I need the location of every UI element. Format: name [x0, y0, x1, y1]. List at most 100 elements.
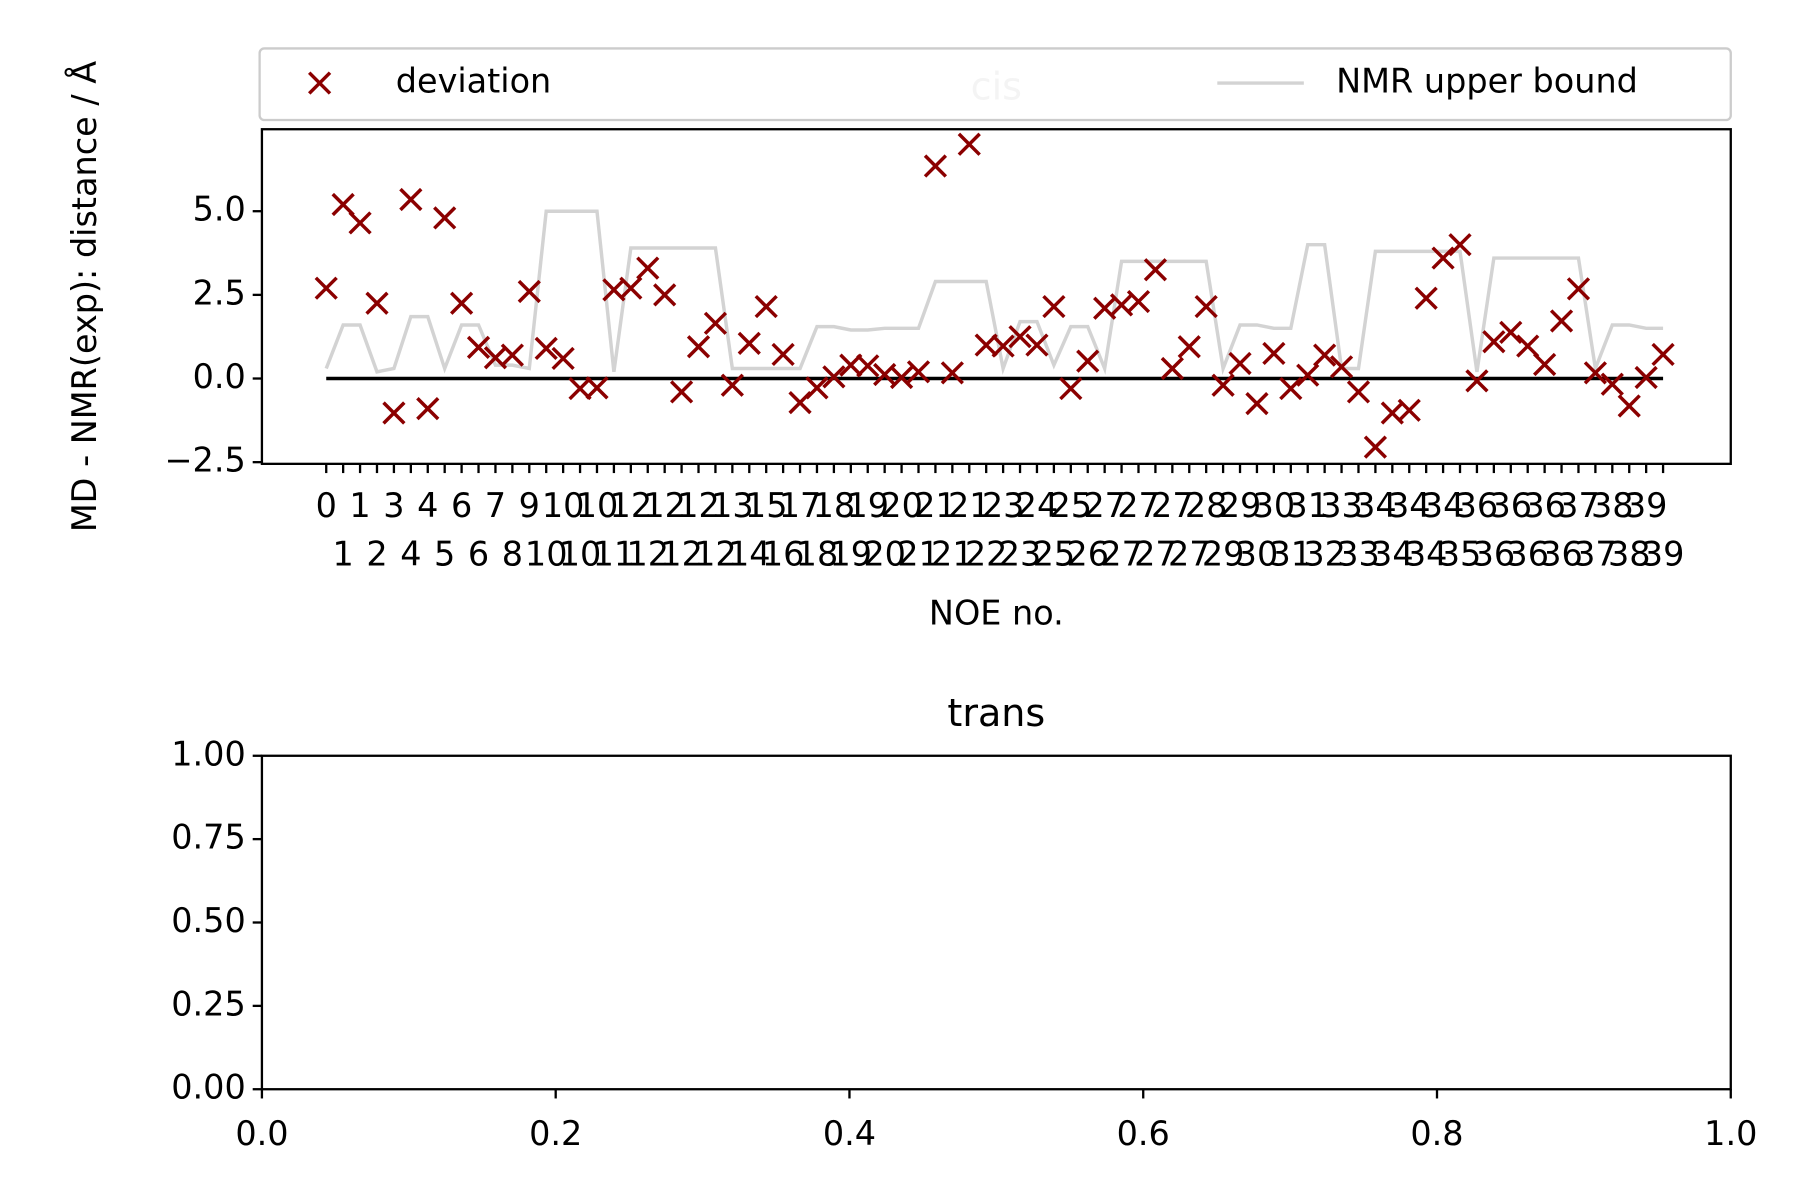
x-tick-label: 0.4 [823, 1114, 876, 1153]
x-tick-label: 18 [813, 486, 856, 525]
bound-line [324, 209, 1664, 376]
x-tick-label: 18 [796, 535, 839, 574]
x-marker [1262, 341, 1286, 366]
x-marker [653, 283, 677, 307]
x-tick-label: 36 [1523, 486, 1566, 525]
x-tick-label: 35 [1439, 535, 1482, 574]
x-marker [1465, 369, 1489, 393]
x-tick-label: 30 [1253, 486, 1296, 525]
x-tick-label: 38 [1591, 486, 1634, 525]
x-marker [636, 256, 660, 280]
y-tick-label: 0.75 [171, 818, 246, 857]
x-tick-label: 31 [1270, 535, 1313, 574]
x-marker [585, 376, 609, 400]
axes-frame [260, 754, 1732, 1091]
x-tick-label: 27 [1168, 535, 1211, 574]
x-tick-label: 1.0 [1704, 1114, 1757, 1153]
x-tick-label: 12 [660, 535, 703, 574]
x-marker [1566, 277, 1591, 301]
x-marker [720, 373, 744, 397]
x-marker [331, 192, 355, 217]
y-tick-label: 1.00 [171, 734, 246, 773]
x-tick-label: 29 [1202, 535, 1245, 574]
x-marker [1228, 351, 1252, 376]
x-marker [1533, 352, 1557, 377]
x-marker [771, 342, 795, 367]
y-tick-label: 0.00 [171, 1068, 246, 1107]
x-marker [822, 365, 846, 389]
x-marker [1600, 372, 1624, 396]
x-tick-label: 21 [931, 535, 974, 574]
x-tick-label: 1 [333, 535, 354, 574]
legend-label: NMR upper bound [1336, 62, 1638, 101]
x-marker [1194, 294, 1218, 319]
x-marker [703, 311, 728, 335]
x-tick-label: 38 [1608, 535, 1651, 574]
x-tick-label: 0.2 [529, 1114, 582, 1153]
x-marker [1448, 233, 1472, 257]
x-marker [805, 376, 829, 400]
x-tick-label: 15 [745, 486, 788, 525]
x-tick-label: 19 [830, 535, 873, 574]
x-marker [1482, 330, 1506, 354]
x-marker [365, 291, 389, 315]
x-marker [1211, 373, 1235, 397]
x-tick-label: 37 [1574, 535, 1617, 574]
x-tick-label: 21 [897, 535, 940, 574]
x-tick-label: 34 [1371, 535, 1414, 574]
x-marker [1617, 394, 1641, 418]
x-tick-label: 13 [711, 486, 754, 525]
x-tick-label: 33 [1337, 535, 1380, 574]
x-marker [348, 211, 372, 235]
x-tick-label: 21 [948, 486, 991, 525]
x-tick-label: 0.0 [235, 1114, 288, 1153]
x-tick-label: 0 [316, 486, 337, 525]
x-tick-label: 2 [366, 535, 387, 574]
x-tick-label: 36 [1540, 535, 1583, 574]
x-marker [1397, 398, 1421, 422]
y-tick-label: 0.0 [193, 357, 246, 396]
x-tick-label: 36 [1506, 535, 1549, 574]
x-tick-label: 26 [1066, 535, 1109, 574]
x-tick-label: 19 [846, 486, 889, 525]
x-marker [500, 343, 524, 367]
x-marker [754, 294, 778, 319]
x-tick-label: 23 [999, 535, 1042, 574]
x-marker [449, 291, 474, 315]
x-marker [399, 187, 423, 212]
x-tick-label: 12 [610, 486, 653, 525]
x-marker [1008, 325, 1032, 349]
x-tick-label: 20 [880, 486, 923, 525]
x-marker [1059, 376, 1083, 401]
x-marker [1516, 334, 1540, 358]
x-marker [1025, 333, 1049, 357]
y-tick-label: 5.0 [193, 190, 246, 229]
x-tick-label: 34 [1405, 535, 1448, 574]
x-tick-label: 12 [677, 486, 720, 525]
x-tick-label: 1 [349, 486, 370, 525]
x-tick-label: 27 [1117, 486, 1160, 525]
x-marker [433, 206, 457, 230]
y-tick-label: 0.50 [171, 901, 246, 940]
x-tick-label: 8 [502, 535, 523, 574]
x-marker [1431, 246, 1455, 270]
y-axis-label: MD - NMR(exp): distance / Å [64, 61, 104, 532]
x-marker [1076, 349, 1100, 373]
x-marker [466, 335, 491, 360]
x-tick-label: 30 [1236, 535, 1279, 574]
x-marker [1549, 309, 1574, 333]
x-tick-label: 37 [1557, 486, 1600, 525]
x-tick-label: 10 [542, 486, 585, 525]
x-tick-label: 12 [626, 535, 669, 574]
x-tick-label: 21 [914, 486, 957, 525]
x-tick-label: 22 [965, 535, 1008, 574]
x-marker [856, 354, 880, 378]
x-tick-label: 34 [1354, 486, 1397, 525]
x-tick-label: 20 [863, 535, 906, 574]
x-marker [940, 361, 964, 385]
x-tick-label: 4 [400, 535, 421, 574]
x-tick-label: 36 [1456, 486, 1499, 525]
x-marker [1634, 365, 1658, 390]
legend-marker [308, 71, 332, 95]
